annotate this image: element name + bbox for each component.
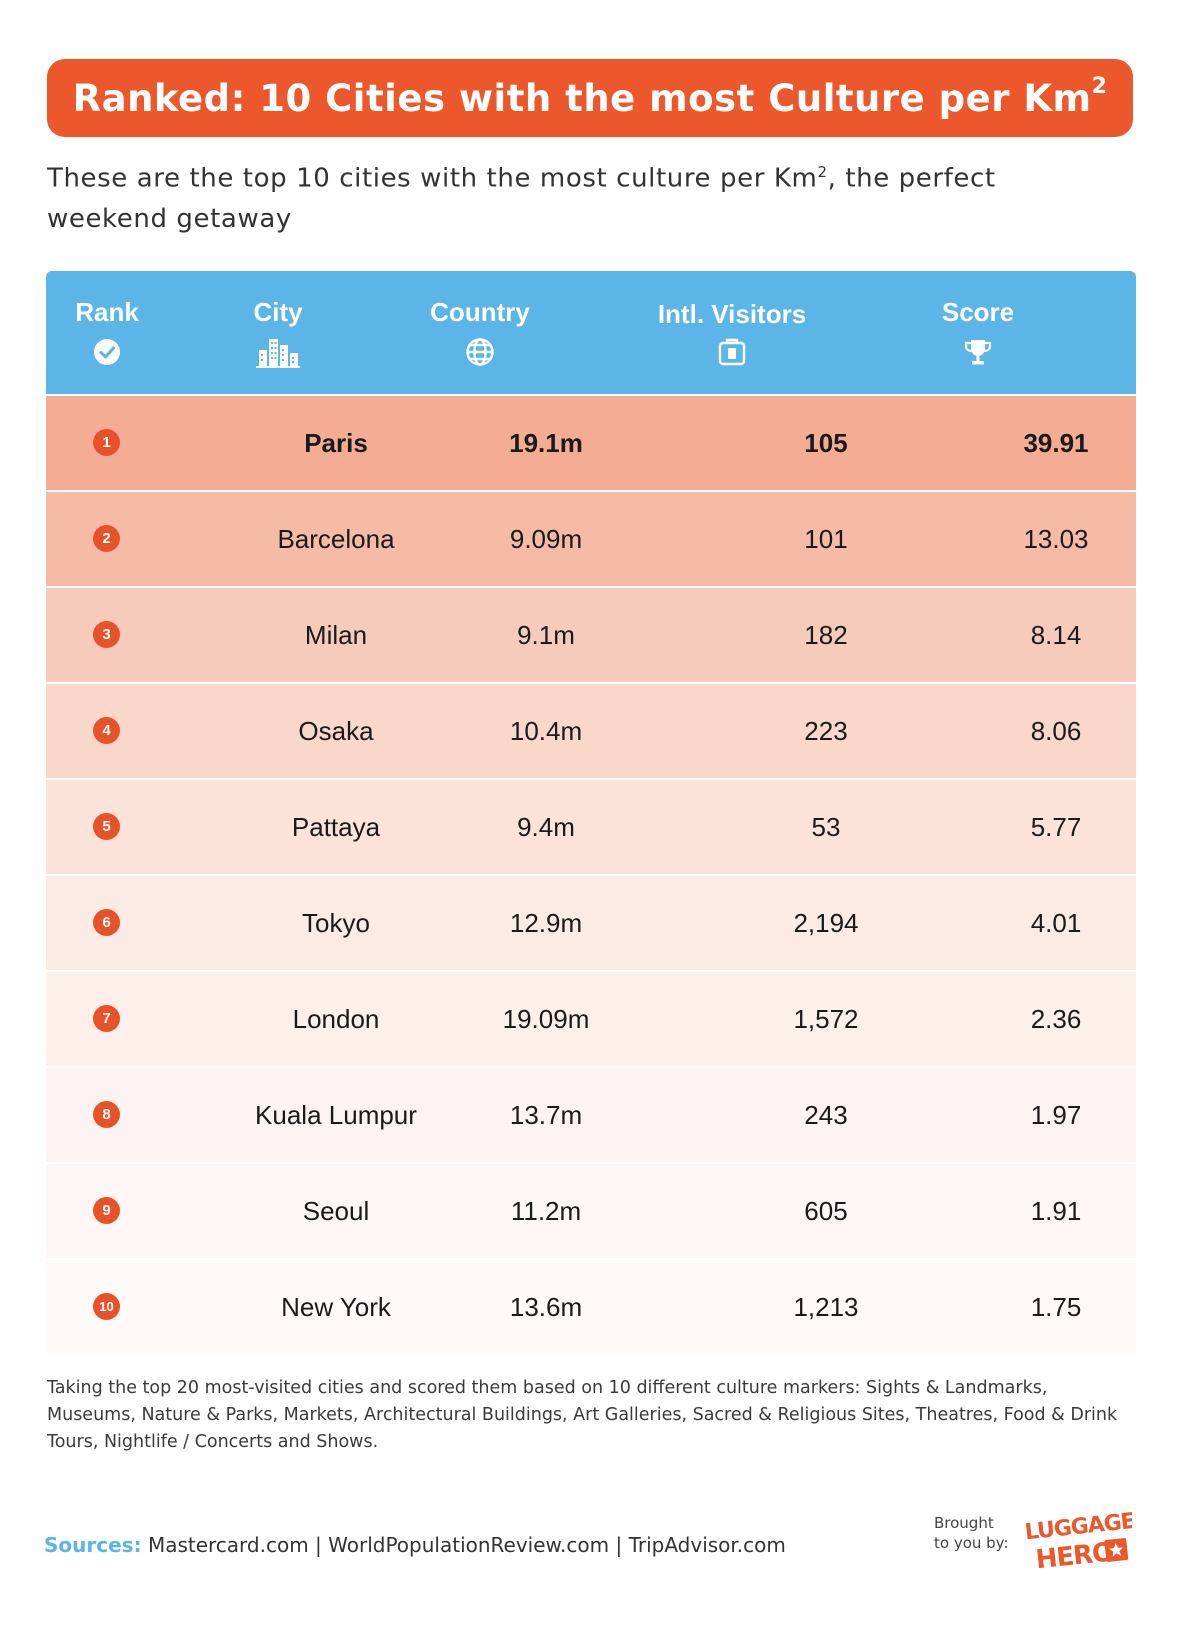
city-cell: Barcelona: [277, 524, 395, 554]
check-circle-icon: [94, 339, 120, 365]
globe-icon: [466, 338, 494, 366]
table-row: 1 Paris 19.1m 105 39.91: [46, 396, 1136, 490]
intro-superscript: 2: [817, 163, 828, 181]
sources-line: Sources: Mastercard.com | WorldPopulatio…: [44, 1533, 786, 1557]
score-cell: 1.91: [1030, 1196, 1082, 1226]
rank-badge: 9: [93, 1197, 120, 1224]
rank-badge: 4: [93, 717, 120, 744]
intro-text-end: , the perfect weekend getaway: [47, 163, 996, 234]
column-header-visitors: Intl. Visitors: [632, 299, 832, 368]
visitors-cell: 605: [804, 1196, 848, 1226]
city-cell: Kuala Lumpur: [255, 1100, 417, 1130]
table-row: 7 London 19.09m 1,572 2.36: [46, 972, 1136, 1066]
city-cell: Paris: [304, 428, 368, 458]
visitors-cell: 243: [804, 1100, 848, 1130]
column-header-score: Score: [898, 297, 1058, 368]
country-cell: 10.4m: [509, 716, 583, 746]
country-cell: 11.2m: [510, 1196, 582, 1226]
table-row: 5 Pattaya 9.4m 53 5.77: [46, 780, 1136, 874]
country-cell: 12.9m: [509, 908, 583, 938]
rank-badge: 5: [93, 813, 120, 840]
rank-badge: 10: [93, 1293, 120, 1320]
column-header-country: Country: [390, 297, 570, 368]
brought-line-2: to you by:: [934, 1534, 1009, 1552]
city-cell: London: [292, 1004, 380, 1034]
city-cell: Osaka: [298, 716, 374, 746]
country-cell: 13.7m: [509, 1100, 583, 1130]
country-cell: 13.6m: [509, 1292, 583, 1322]
table-row: 4 Osaka 10.4m 223 8.06: [46, 684, 1136, 778]
brought-to-you-by: Brought to you by:: [934, 1513, 1009, 1553]
score-cell: 1.75: [1030, 1292, 1082, 1322]
column-header-city: City: [198, 297, 358, 368]
score-cell: 4.01: [1030, 908, 1082, 938]
visitors-cell: 53: [811, 812, 841, 842]
column-header-label: Intl. Visitors: [657, 299, 807, 329]
title-superscript: 2: [1091, 74, 1108, 100]
column-header-label: Rank: [75, 297, 139, 327]
visitors-cell: 2,194: [793, 908, 859, 938]
score-cell: 8.06: [1030, 716, 1082, 746]
table-row: 3 Milan 9.1m 182 8.14: [46, 588, 1136, 682]
city-cell: Milan: [304, 620, 368, 650]
brought-line-1: Brought: [934, 1514, 994, 1532]
sources-label: Sources:: [44, 1533, 142, 1557]
visitors-cell: 1,213: [793, 1292, 859, 1322]
column-header-rank: Rank: [46, 297, 168, 368]
visitors-cell: 1,572: [793, 1004, 859, 1034]
country-cell: 19.1m: [509, 428, 583, 458]
rank-badge: 1: [93, 429, 120, 456]
city-cell: Seoul: [302, 1196, 370, 1226]
country-cell: 9.1m: [517, 620, 575, 650]
table-row: 6 Tokyo 12.9m 2,194 4.01: [46, 876, 1136, 970]
sources-text: Mastercard.com | WorldPopulationReview.c…: [147, 1533, 786, 1557]
city-cell: Tokyo: [302, 908, 370, 938]
page-title: Ranked: 10 Cities with the most Culture …: [72, 74, 1108, 120]
country-cell: 9.4m: [517, 812, 575, 842]
rank-badge: 2: [93, 525, 120, 552]
country-cell: 19.09m: [502, 1004, 590, 1034]
trophy-icon: [964, 340, 992, 365]
score-cell: 2.36: [1030, 1004, 1082, 1034]
city-cell: Pattaya: [291, 812, 381, 842]
visitors-cell: 101: [804, 524, 848, 554]
intro-text-start: These are the top 10 cities with the mos…: [47, 163, 818, 194]
city-cell: New York: [281, 1292, 391, 1322]
buildings-icon: [256, 339, 300, 368]
logo-star-icon: [1109, 1542, 1124, 1557]
rank-badge: 8: [93, 1101, 120, 1128]
intro-text: These are the top 10 cities with the mos…: [47, 152, 1007, 239]
methodology-note: Taking the top 20 most-visited cities an…: [47, 1378, 1118, 1452]
table-row: 2 Barcelona 9.09m 101 13.03: [46, 492, 1136, 586]
country-cell: 9.09m: [509, 524, 583, 554]
rank-badge: 7: [93, 1005, 120, 1032]
column-header-label: City: [253, 297, 303, 327]
luggage-icon: [718, 338, 746, 366]
visitors-cell: 223: [804, 716, 848, 746]
ranking-table: Rank City: [46, 271, 1136, 1356]
score-cell: 1.97: [1030, 1100, 1082, 1130]
column-header-label: Score: [941, 297, 1015, 327]
visitors-cell: 182: [804, 620, 848, 650]
table-header: Rank City: [46, 271, 1136, 394]
visitors-cell: 105: [804, 428, 848, 458]
table-row: 8 Kuala Lumpur 13.7m 243 1.97: [46, 1068, 1136, 1162]
score-cell: 39.91: [1023, 428, 1089, 458]
rank-badge: 3: [93, 621, 120, 648]
table-row: 10 New York 13.6m 1,213 1.75: [46, 1260, 1136, 1354]
column-header-label: Country: [430, 297, 530, 327]
table-row: 9 Seoul 11.2m 605 1.91: [46, 1164, 1136, 1258]
score-cell: 5.77: [1030, 812, 1082, 842]
score-cell: 13.03: [1023, 524, 1089, 554]
score-cell: 8.14: [1030, 620, 1082, 650]
rank-badge: 6: [93, 909, 120, 936]
luggage-hero-logo: LUGGAGE HERO: [1024, 1509, 1132, 1575]
title-banner: Ranked: 10 Cities with the most Culture …: [47, 59, 1133, 137]
